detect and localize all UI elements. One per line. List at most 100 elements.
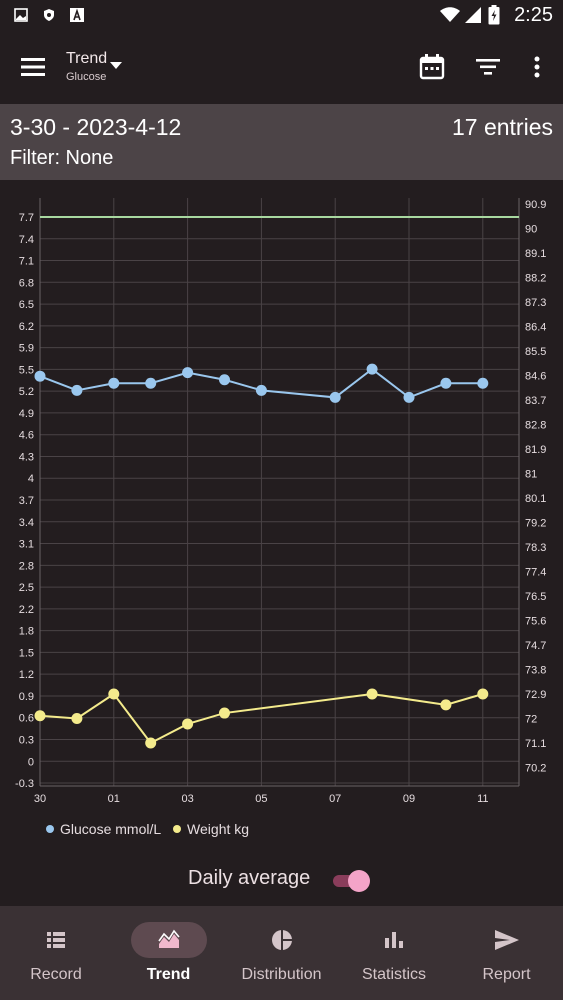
status-bar: 2:25 (0, 0, 563, 32)
glucose-swatch (46, 825, 54, 833)
calendar-icon[interactable] (417, 52, 447, 82)
menu-icon[interactable] (18, 52, 48, 82)
trend-chart: 7.7 7.4 7.1 6.8 6.5 6.2 5.9 5.5 5.2 4.9 4.6 4.3 4 3.7… (15, 198, 546, 805)
left-tick-label: -0.3 (15, 778, 34, 790)
summary-bar: 3-30 - 2023-4-12 17 entries Filter: None (0, 104, 563, 180)
right-tick-label: 81 (525, 469, 537, 481)
nav-record-icon-wrap (18, 922, 94, 958)
weight-point (71, 713, 83, 724)
nav-report-label: Report (482, 966, 531, 983)
glucose-line (39, 367, 483, 399)
left-tick-label: 7.7 (19, 212, 34, 224)
left-tick-label: 1.8 (19, 626, 34, 638)
glucose-point (329, 391, 341, 403)
weight-point (145, 737, 157, 749)
entry-count: 17 entries (451, 114, 553, 140)
x-tick-label: 11 (477, 793, 488, 805)
app-bar: Trend Glucose (0, 32, 563, 104)
daily-average-label: Daily average (188, 867, 311, 889)
right-tick-label: 73.8 (525, 665, 546, 677)
legend-glucose: Glucose mmol/L (46, 821, 161, 837)
weight-point (366, 688, 378, 700)
glucose-point (182, 367, 194, 379)
page-title: Trend (66, 50, 108, 67)
chart-type-dropdown[interactable]: Trend Glucose (66, 50, 122, 83)
left-tick-label: 1.5 (19, 647, 34, 659)
toggle-thumb (348, 870, 370, 892)
right-tick-label: 83.7 (525, 395, 546, 407)
left-tick-label: 4 (28, 473, 34, 485)
left-tick-label: 0 (28, 756, 34, 768)
glucose-point (366, 363, 378, 375)
more-options-icon[interactable] (522, 52, 552, 82)
left-tick-label: 7.1 (19, 256, 34, 268)
left-tick-label: 2.5 (19, 582, 34, 594)
shield-notification-icon (44, 9, 54, 21)
weight-point (34, 710, 46, 722)
right-tick-label: 70.2 (525, 763, 546, 775)
weight-point (182, 718, 194, 730)
right-tick-label: 72.9 (525, 689, 546, 701)
nav-distribution-icon-wrap (244, 922, 320, 958)
left-tick-label: 2.2 (19, 604, 34, 616)
right-tick-label: 85.5 (525, 346, 546, 358)
nav-record[interactable]: Record (0, 906, 112, 1000)
wifi-icon (440, 7, 460, 22)
right-tick-label: 72 (525, 714, 537, 726)
left-tick-label: 5.2 (19, 386, 34, 398)
right-tick-label: 77.4 (525, 567, 546, 579)
left-tick-label: 0.3 (19, 734, 34, 746)
left-tick-label: 6.2 (19, 321, 34, 333)
pie-chart-icon (271, 930, 292, 950)
gallery-notification-icon (14, 8, 28, 22)
daily-average-toggle[interactable] (333, 868, 373, 892)
left-tick-label: 2.8 (19, 560, 34, 572)
nav-distribution[interactable]: Distribution (225, 906, 338, 1000)
nav-report[interactable]: Report (450, 906, 563, 1000)
chart-legend: Glucose mmol/L Weight kg (46, 820, 257, 837)
bottom-navigation: Record Trend Distribution Statistics Rep… (0, 906, 563, 1000)
glucose-point (440, 377, 452, 389)
clock: 2:25 (514, 4, 553, 26)
x-tick-label: 09 (403, 793, 415, 805)
legend-weight: Weight kg (173, 821, 249, 837)
x-tick-label: 03 (181, 793, 193, 805)
weight-point (440, 699, 452, 711)
daily-average-row: Daily average (0, 862, 563, 898)
glucose-point (145, 377, 157, 389)
right-tick-label: 71.1 (525, 738, 546, 750)
right-tick-label: 82.8 (525, 420, 546, 432)
nav-trend-icon-wrap (130, 922, 207, 958)
left-tick-label: 4.6 (19, 430, 34, 442)
battery-icon (488, 5, 500, 25)
glucose-point (71, 384, 83, 396)
filter-icon[interactable] (473, 52, 503, 82)
weight-point (219, 707, 230, 719)
weight-swatch (173, 825, 182, 833)
date-range: 3-30 - 2023-4-12 (10, 114, 182, 140)
left-tick-label: 4.9 (19, 408, 34, 420)
left-tick-label: 1.2 (19, 669, 34, 681)
left-tick-label: 0.6 (19, 713, 34, 725)
left-tick-label: 6.5 (19, 299, 34, 311)
right-tick-label: 74.7 (525, 640, 546, 652)
right-tick-label: 75.6 (525, 616, 546, 628)
page-subtitle: Glucose (66, 71, 107, 83)
x-tick-label: 01 (108, 793, 120, 805)
left-tick-label: 3.7 (19, 495, 34, 507)
glucose-point (34, 370, 46, 382)
weight-point (477, 688, 489, 700)
a-notification-icon (70, 8, 84, 22)
right-tick-label: 90.9 (525, 199, 546, 211)
caret-down-icon (110, 62, 122, 69)
left-tick-label: 4.3 (19, 451, 34, 463)
x-tick-label: 05 (255, 793, 267, 805)
right-tick-label: 84.6 (525, 371, 546, 383)
nav-trend-label: Trend (146, 966, 191, 983)
right-tick-label: 87.3 (525, 297, 546, 309)
nav-trend[interactable]: Trend (112, 906, 225, 1000)
right-tick-label: 79.2 (525, 518, 546, 530)
nav-statistics[interactable]: Statistics (338, 906, 450, 1000)
nav-distribution-label: Distribution (241, 966, 322, 983)
left-tick-label: 3.4 (19, 517, 34, 529)
